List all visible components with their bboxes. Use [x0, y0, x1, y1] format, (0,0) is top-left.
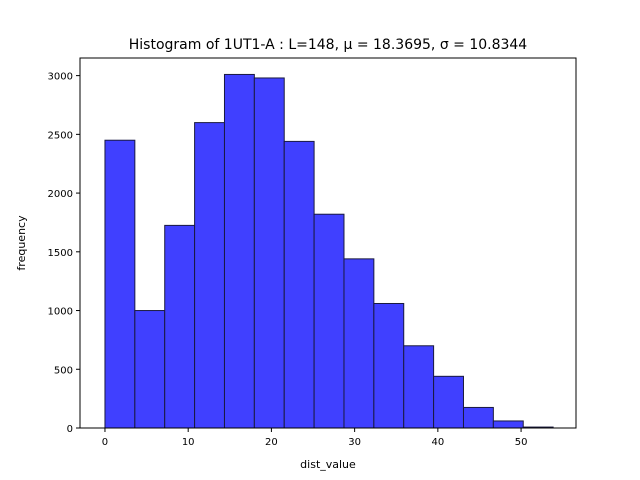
histogram-bar-11	[433, 375, 464, 429]
histogram-bar-8	[343, 258, 375, 429]
histogram-bar-6	[283, 140, 315, 429]
y-axis-label: frequency	[15, 215, 28, 271]
y-tick-label: 2000	[48, 189, 73, 200]
histogram-bar-0	[104, 139, 136, 429]
plot-frame	[79, 57, 577, 429]
x-tick-label: 10	[182, 437, 195, 448]
y-tick-label: 2500	[48, 130, 73, 141]
x-tick-label: 30	[348, 437, 361, 448]
x-tick-label: 40	[431, 437, 444, 448]
x-axis-label: dist_value	[300, 458, 356, 471]
bars-group	[104, 73, 554, 429]
x-tick-label: 50	[515, 437, 528, 448]
histogram-bar-12	[462, 406, 494, 429]
y-tick-label: 500	[54, 365, 73, 376]
x-tick-label: 20	[265, 437, 278, 448]
histogram-bar-10	[403, 345, 435, 429]
y-tick-label: 0	[67, 424, 73, 435]
histogram-bar-2	[164, 224, 196, 429]
histogram-bar-9	[373, 302, 405, 429]
histogram-bar-7	[313, 213, 345, 429]
histogram-bar-5	[253, 77, 285, 429]
histogram-bar-1	[134, 310, 166, 429]
histogram-bar-3	[194, 122, 225, 429]
x-tick-label: 0	[102, 437, 108, 448]
y-axis-ticks: 0 500 1000 1500 2000 2500 3000	[48, 72, 80, 435]
y-tick-label: 1500	[48, 248, 73, 259]
x-axis-ticks: 0 10 20 30 40 50	[102, 428, 528, 448]
histogram-bar-4	[223, 73, 255, 429]
chart-title: Histogram of 1UT1-A : L=148, μ = 18.3695…	[129, 37, 528, 53]
y-tick-label: 3000	[48, 72, 73, 83]
histogram-bar-13	[492, 420, 524, 429]
y-tick-label: 1000	[48, 307, 73, 318]
